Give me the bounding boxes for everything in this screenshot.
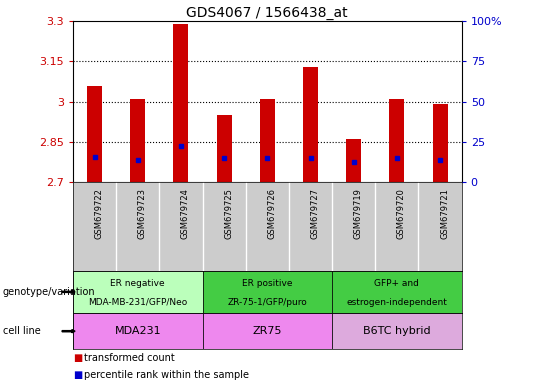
Text: GSM679721: GSM679721 — [440, 188, 449, 238]
Bar — [433, 104, 448, 182]
Text: B6TC hybrid: B6TC hybrid — [363, 326, 431, 336]
Bar — [217, 115, 232, 182]
Bar — [332, 313, 462, 349]
Text: ER positive: ER positive — [242, 279, 293, 288]
Text: GSM679722: GSM679722 — [94, 188, 104, 238]
Bar — [173, 24, 188, 182]
Text: percentile rank within the sample: percentile rank within the sample — [84, 370, 249, 380]
Text: GSM679726: GSM679726 — [267, 188, 276, 239]
Text: estrogen-independent: estrogen-independent — [347, 298, 447, 307]
Bar — [332, 271, 462, 313]
Bar — [202, 313, 332, 349]
Text: genotype/variation: genotype/variation — [3, 287, 96, 297]
Text: GFP+ and: GFP+ and — [374, 279, 420, 288]
Text: GSM679725: GSM679725 — [224, 188, 233, 238]
Text: ZR75: ZR75 — [253, 326, 282, 336]
Title: GDS4067 / 1566438_at: GDS4067 / 1566438_at — [186, 6, 348, 20]
Bar — [130, 99, 145, 182]
Bar — [303, 67, 318, 182]
Text: ZR-75-1/GFP/puro: ZR-75-1/GFP/puro — [227, 298, 307, 307]
Text: ER negative: ER negative — [110, 279, 165, 288]
Text: GSM679727: GSM679727 — [310, 188, 320, 239]
Text: ■: ■ — [73, 370, 82, 380]
Text: MDA-MB-231/GFP/Neo: MDA-MB-231/GFP/Neo — [88, 298, 187, 307]
Bar — [73, 313, 202, 349]
Text: GSM679719: GSM679719 — [354, 188, 363, 238]
Bar — [346, 139, 361, 182]
Bar — [73, 271, 202, 313]
Bar — [389, 99, 404, 182]
Text: GSM679720: GSM679720 — [397, 188, 406, 238]
Text: cell line: cell line — [3, 326, 40, 336]
Text: GSM679724: GSM679724 — [181, 188, 190, 238]
Text: MDA231: MDA231 — [114, 326, 161, 336]
Text: ■: ■ — [73, 353, 82, 363]
Bar — [202, 271, 332, 313]
Text: GSM679723: GSM679723 — [138, 188, 147, 239]
Text: transformed count: transformed count — [84, 353, 174, 363]
Bar — [87, 86, 102, 182]
Bar — [260, 99, 275, 182]
